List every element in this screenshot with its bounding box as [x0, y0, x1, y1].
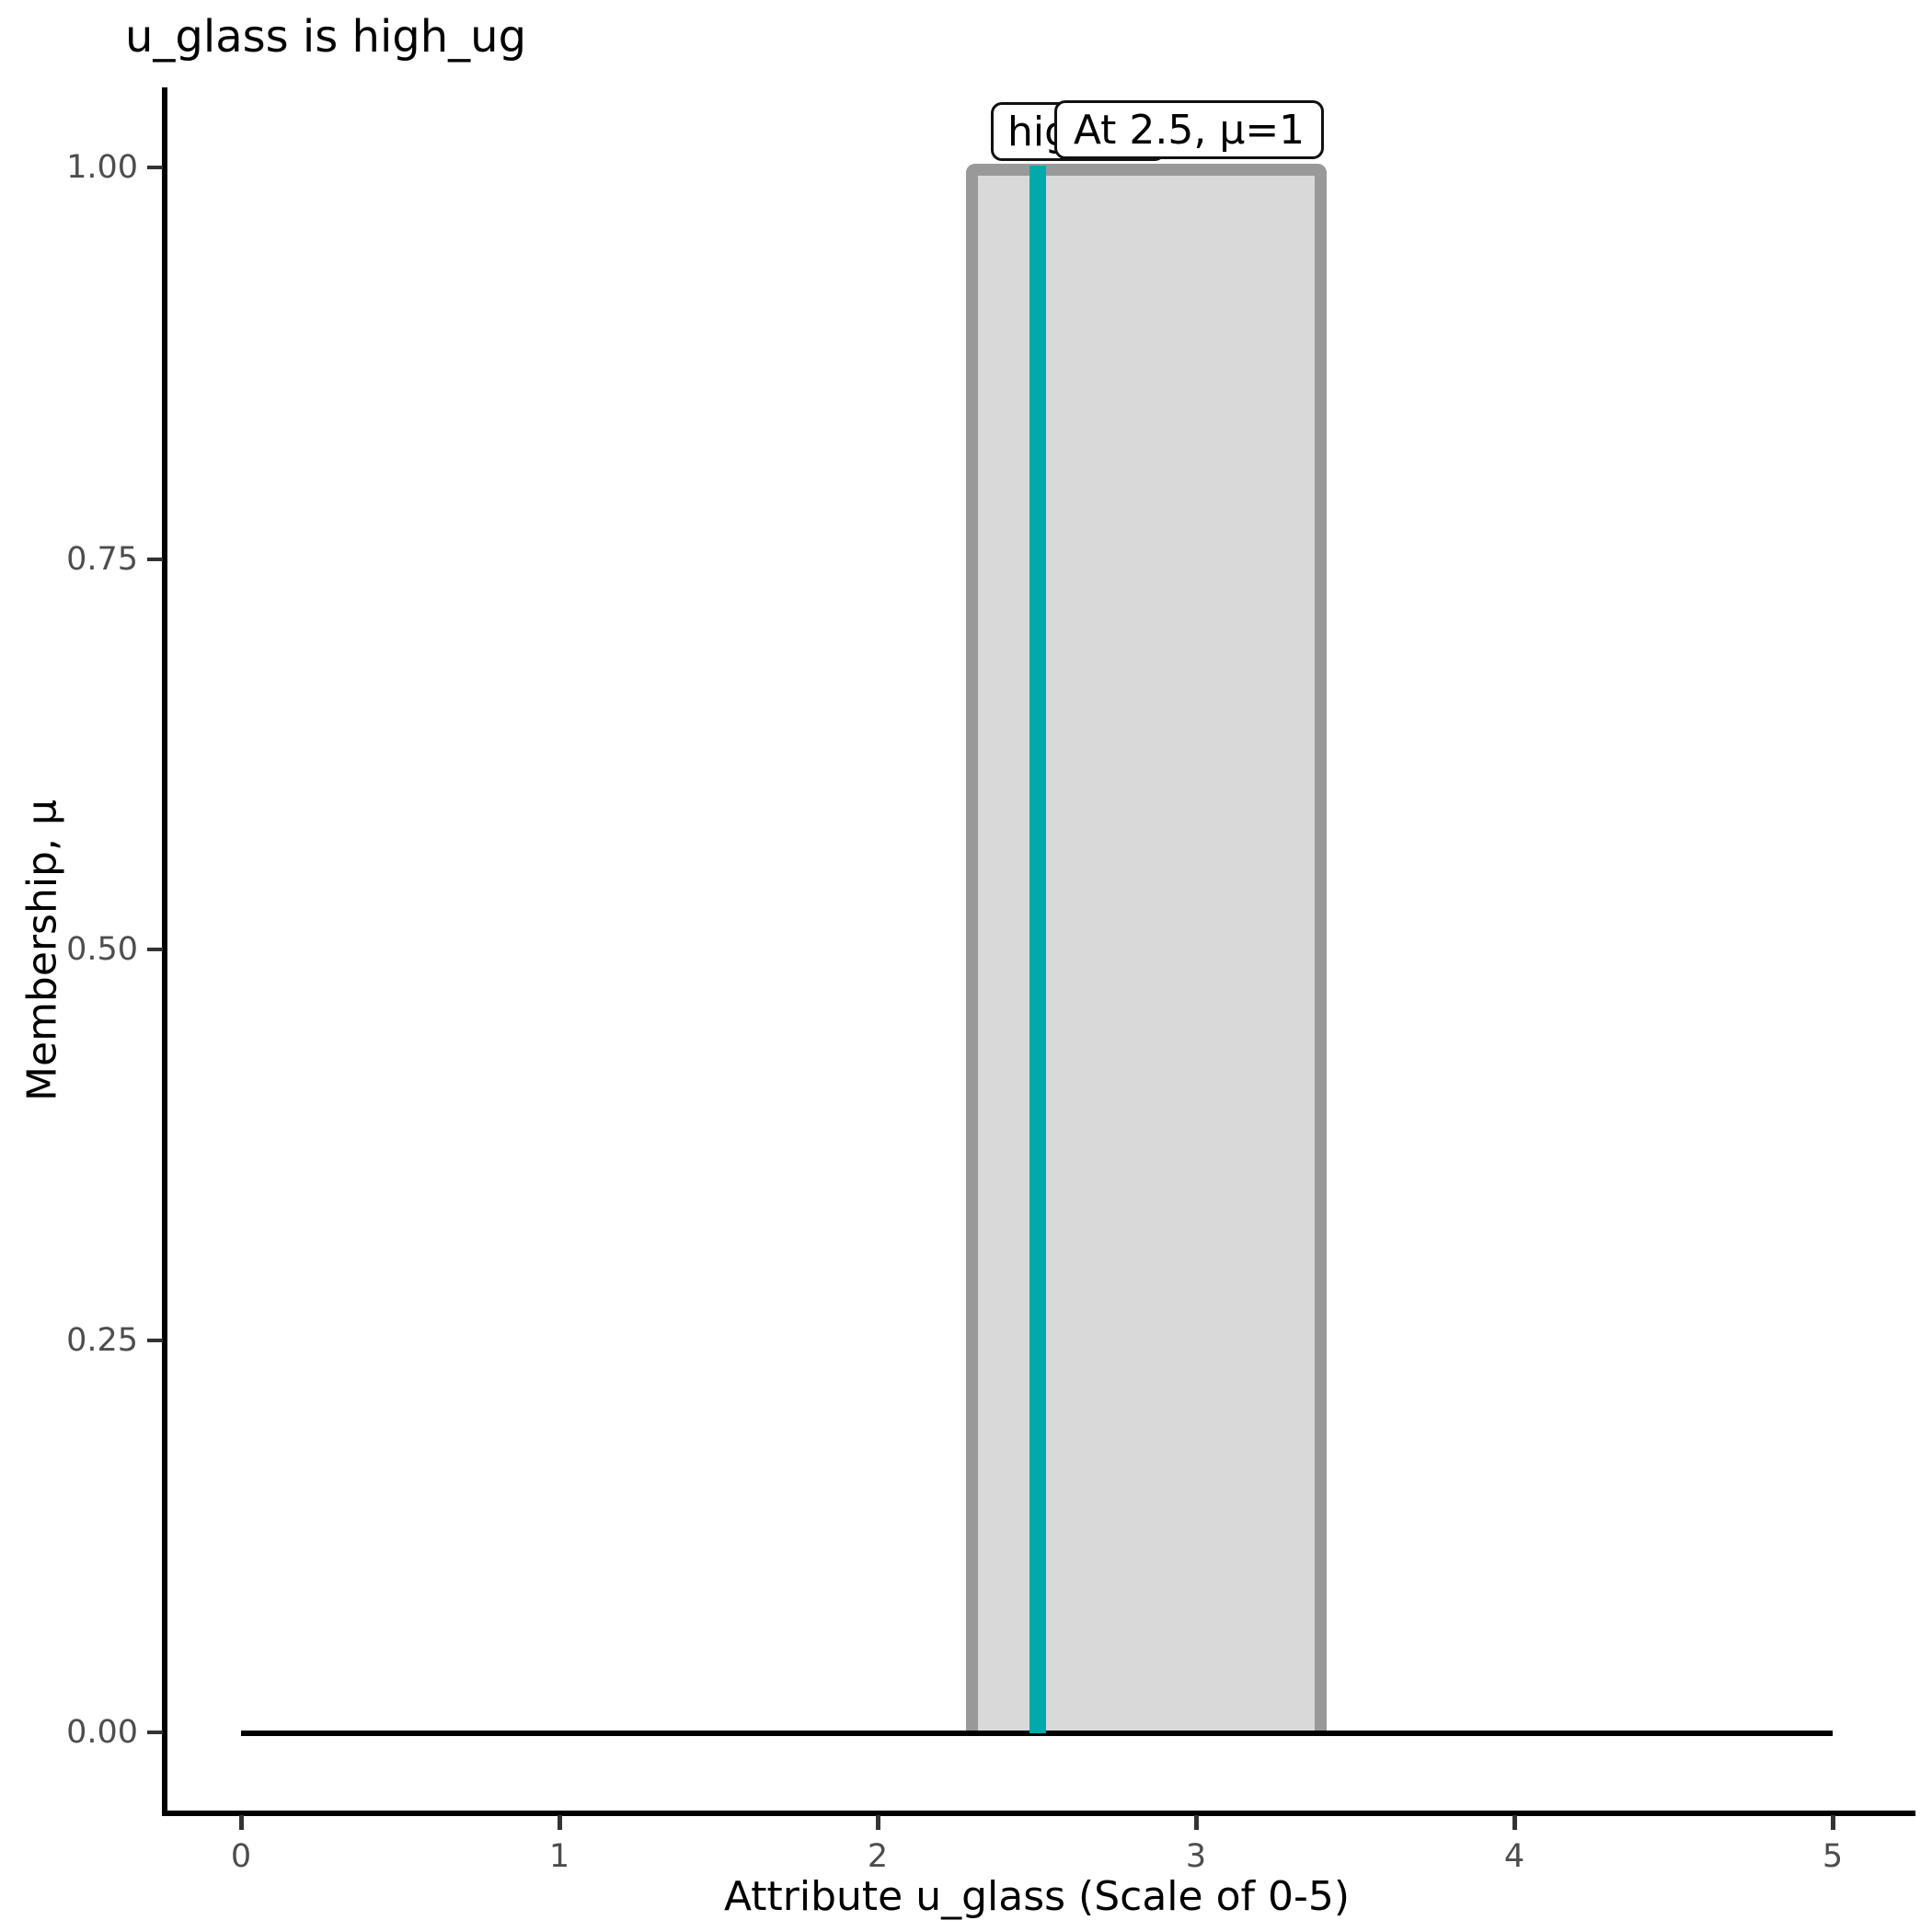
y-tick-mark [147, 1339, 163, 1342]
x-tick-mark [558, 1815, 562, 1830]
point-label-text: At 2.5, μ=1 [1073, 106, 1305, 154]
y-tick-label: 0.75 [66, 541, 138, 578]
x-tick-label: 2 [867, 1838, 889, 1875]
evaluation-vline [1029, 166, 1046, 1733]
y-tick-mark [147, 166, 163, 169]
y-tick-mark [147, 1731, 163, 1734]
x-tick-label: 1 [548, 1838, 570, 1875]
x-tick-mark [239, 1815, 244, 1830]
y-tick-label: 0.00 [66, 1714, 138, 1751]
x-tick-label: 5 [1822, 1838, 1844, 1875]
x-tick-label: 0 [230, 1838, 252, 1875]
membership-baseline [241, 1731, 1833, 1736]
y-tick-mark [147, 558, 163, 561]
x-axis-line [162, 1811, 1915, 1816]
x-tick-label: 4 [1503, 1838, 1525, 1875]
y-tick-label: 1.00 [66, 149, 138, 186]
x-tick-label: 3 [1185, 1838, 1207, 1875]
x-tick-mark [1831, 1815, 1835, 1830]
y-tick-label: 0.25 [66, 1322, 138, 1359]
x-axis-title: Attribute u_glass (Scale of 0-5) [723, 1873, 1351, 1920]
plot-title: u_glass is high_ug [125, 11, 527, 63]
point-label-box: At 2.5, μ=1 [1054, 100, 1324, 159]
x-tick-mark [876, 1815, 880, 1830]
membership-rectangle [966, 164, 1327, 1733]
y-axis-title: Membership, μ [18, 799, 66, 1101]
y-axis-line [162, 87, 167, 1816]
x-tick-mark [1512, 1815, 1517, 1830]
x-tick-mark [1194, 1815, 1199, 1830]
y-tick-mark [147, 948, 163, 951]
y-tick-label: 0.50 [66, 931, 138, 968]
